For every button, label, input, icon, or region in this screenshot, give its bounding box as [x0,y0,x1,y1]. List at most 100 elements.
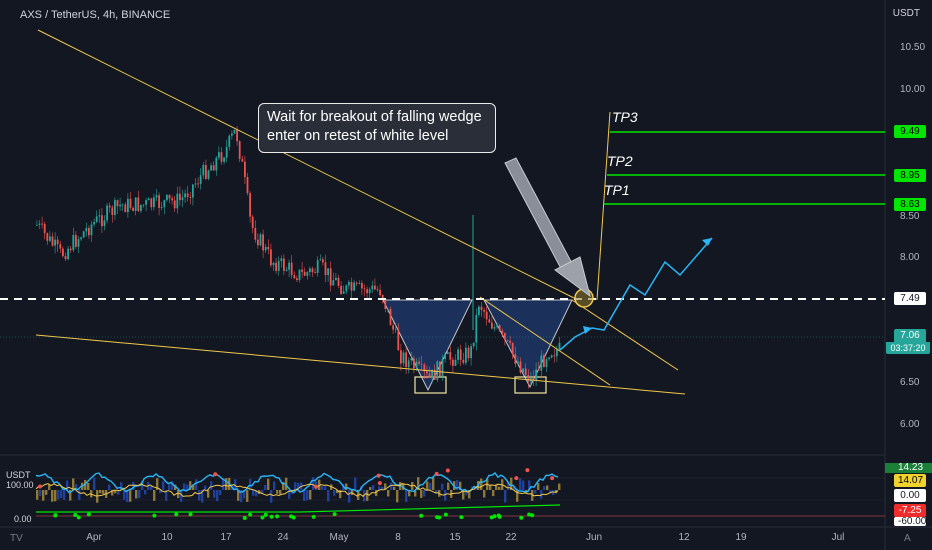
candle-body [532,377,535,381]
candle-body [69,248,72,251]
oscillator-bar [234,479,237,490]
candle-body [171,198,173,201]
candle-body [43,223,46,234]
oscillator-bar [309,490,312,500]
time-tick: May [329,532,349,543]
oscillator-bar [339,490,342,499]
candle-body [423,364,426,372]
oscillator-bar [120,482,123,490]
oscillator-signal-dot [53,513,58,518]
oscillator-bar [207,490,210,498]
candle-body [210,165,212,171]
oscillator-signal-dot [525,468,530,473]
oscillator-bar [117,490,120,495]
candle-body [189,197,192,198]
oscillator-signal-dot [489,515,494,520]
oscillator-signal-dot [152,513,157,518]
candle-body [478,306,480,315]
oscillator-bar [135,490,138,499]
candle-body [36,224,38,226]
oscillator-signal-dot [443,512,448,517]
oscillator-signal-dot [377,481,382,486]
oscillator-bar [42,490,45,501]
time-tick: 12 [678,532,690,543]
tp2-price-badge: 8.95 [894,169,926,182]
candle-body [285,269,288,271]
oscillator-bar [381,486,384,490]
auto-scale-button[interactable]: A [904,533,911,544]
candle-body [259,234,262,246]
price-tick: 8.00 [900,252,920,263]
trendlines[interactable] [35,29,686,395]
tradingview-logo[interactable]: TV [10,533,23,544]
candle-body [511,342,514,355]
candle-body [514,354,517,364]
annotation-callout[interactable]: Wait for breakout of falling wedge enter… [258,103,496,153]
oscillator-bar [510,477,513,490]
oscillator-bar [408,490,411,497]
indicator-currency-label: USDT [6,470,31,480]
oscillator-bar [270,490,273,503]
oscillator-bar [393,486,396,490]
candle-body [283,258,285,271]
oscillator-signal-dot [275,514,280,519]
candle-body [168,194,171,199]
tp2-label: TP2 [607,153,633,169]
candle-body [67,248,69,260]
indicator-pane[interactable] [35,463,932,520]
candle-body [407,360,410,367]
oscillator-signal-dot [289,514,294,519]
candle-body [472,342,475,347]
candle-body [119,204,121,207]
candle-body [314,272,316,273]
oscillator-bar [174,484,177,490]
price-tick: 10.50 [900,42,926,53]
candle-body [319,259,322,261]
oscillator-bar [99,490,102,494]
oscillator-signal-dot [311,514,316,519]
upper-wedge-line [37,29,579,301]
candle-body [517,361,519,364]
oscillator-bar [183,483,186,490]
oscillator-bar [540,490,543,499]
candle-body [371,285,374,290]
double-bottom-pattern [382,299,573,394]
candle-body [108,205,111,208]
candle-body [537,369,540,371]
candle-body [436,361,439,380]
candle-body [329,268,332,286]
oscillator-bar [255,490,258,497]
oscillator-bar [465,490,468,496]
candle-body [134,197,137,211]
candle-body [251,216,254,229]
candle-body [415,361,418,369]
oscillator-bar [177,490,180,499]
oscillator-bar [546,485,549,490]
candle-body [137,197,140,211]
oscillator-bar [75,484,78,490]
candle-body [524,368,527,376]
candle-body [184,193,186,198]
oscillator-signal-dot [86,512,91,517]
oscillator-bar [144,490,147,495]
candle-body [132,207,134,211]
candles-group [36,126,561,389]
candle-body [249,193,251,217]
candle-body [384,299,387,309]
oscillator-bar [414,490,417,497]
oscillator-bar [462,490,465,500]
oscillator-bar [273,481,276,490]
oscillator-bar [180,490,183,502]
oscillator-signal-dot [437,515,442,520]
oscillator-bar [261,490,264,494]
candle-body [293,274,296,279]
candle-body [54,239,56,246]
oscillator-bar [321,485,324,490]
oscillator-bar [441,483,444,490]
oscillator-bar [276,490,279,494]
chart-title: AXS / TetherUS, 4h, BINANCE [20,9,171,21]
oscillator-bar [111,490,114,496]
time-tick: 10 [161,532,173,543]
oscillator-bar [249,478,252,490]
